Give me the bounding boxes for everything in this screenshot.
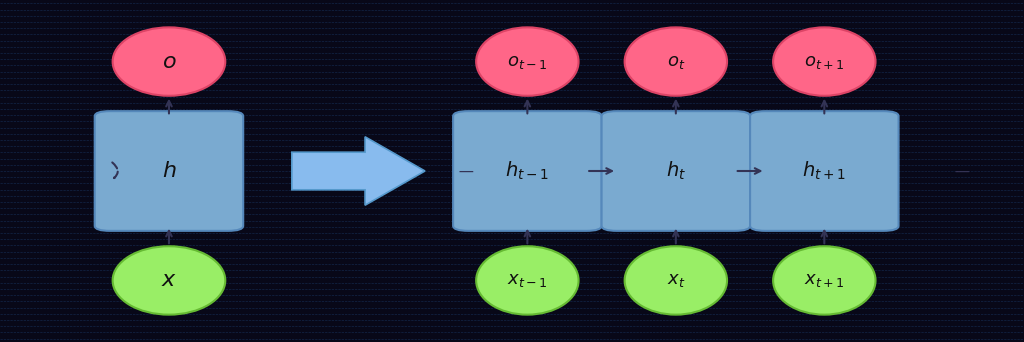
Text: $h_{t+1}$: $h_{t+1}$	[803, 160, 846, 182]
Ellipse shape	[476, 27, 579, 96]
Polygon shape	[292, 137, 425, 205]
Text: $o_{t+1}$: $o_{t+1}$	[804, 53, 845, 70]
Text: $h_t$: $h_t$	[666, 160, 686, 182]
Ellipse shape	[113, 246, 225, 315]
FancyArrowPatch shape	[113, 162, 118, 178]
Ellipse shape	[476, 246, 579, 315]
Text: $x_{t-1}$: $x_{t-1}$	[507, 272, 548, 289]
Text: $o$: $o$	[162, 52, 176, 71]
Ellipse shape	[773, 27, 876, 96]
Ellipse shape	[625, 27, 727, 96]
FancyBboxPatch shape	[602, 111, 750, 231]
Text: —: —	[449, 163, 483, 179]
FancyBboxPatch shape	[95, 111, 244, 231]
Ellipse shape	[625, 246, 727, 315]
Text: $h_{t-1}$: $h_{t-1}$	[506, 160, 549, 182]
Text: $o_{t-1}$: $o_{t-1}$	[507, 53, 548, 70]
Text: $o_t$: $o_t$	[667, 53, 685, 70]
Text: $h$: $h$	[162, 161, 176, 181]
Text: $x_t$: $x_t$	[667, 272, 685, 289]
Ellipse shape	[773, 246, 876, 315]
Ellipse shape	[113, 27, 225, 96]
Text: $x_{t+1}$: $x_{t+1}$	[804, 272, 845, 289]
FancyBboxPatch shape	[750, 111, 899, 231]
FancyBboxPatch shape	[453, 111, 602, 231]
Text: —: —	[945, 163, 980, 179]
Text: $x$: $x$	[161, 271, 177, 290]
